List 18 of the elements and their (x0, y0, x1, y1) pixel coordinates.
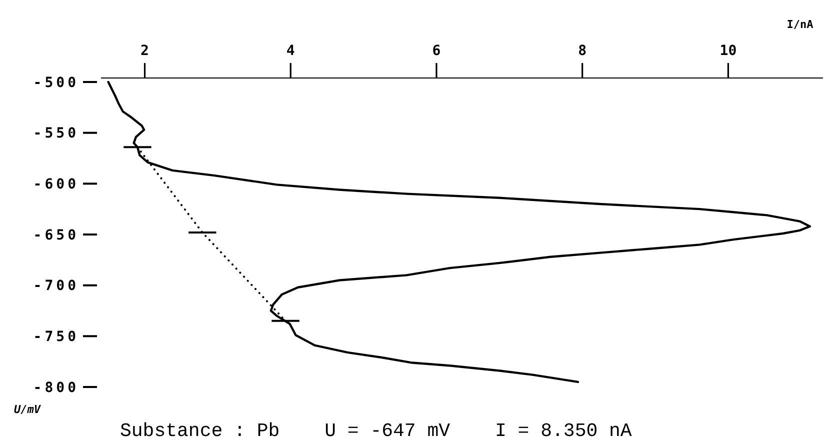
x-tick-label: 6 (432, 43, 441, 59)
y-tick-label: -750 (33, 329, 79, 346)
y-tick-label: -500 (33, 74, 79, 91)
x-tick-label: 8 (578, 43, 587, 59)
x-tick-label: 10 (720, 43, 737, 59)
line-series (107, 80, 811, 384)
y-tick-label: -800 (33, 380, 79, 396)
y-tick-label: -650 (33, 227, 79, 244)
x-tick-label: 2 (140, 43, 149, 59)
text: I = 8.350 nA (495, 420, 632, 441)
text: Substance : Pb (120, 420, 280, 441)
y-tick-label: -600 (33, 176, 79, 193)
text: U = -647 mV (324, 420, 451, 441)
x-axis-title: I/nA (786, 18, 814, 31)
x-tick-label: 4 (286, 43, 295, 59)
y-tick-label: -700 (33, 278, 79, 294)
y-axis-title: U/mV (14, 403, 42, 416)
y-tick-label: -550 (33, 126, 79, 142)
